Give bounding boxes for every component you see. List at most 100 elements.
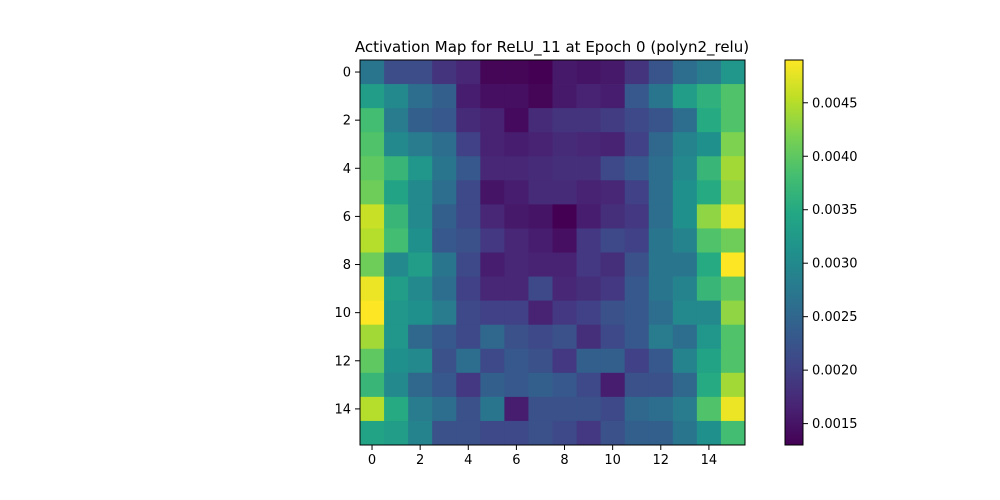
heatmap-cell: [552, 228, 577, 253]
chart-title: Activation Map for ReLU_11 at Epoch 0 (p…: [355, 38, 749, 57]
heatmap-cell: [720, 60, 746, 85]
heatmap-cell: [480, 156, 505, 181]
heatmap-cell: [696, 156, 722, 181]
y-tick-label: 6: [343, 210, 351, 225]
heatmap-cell: [504, 156, 529, 181]
heatmap-cell: [408, 132, 433, 157]
heatmap-cell: [384, 300, 409, 326]
y-tick-label: 2: [343, 114, 351, 129]
heatmap-cell: [600, 228, 626, 253]
heatmap-cell: [360, 300, 385, 326]
heatmap-cell: [528, 180, 553, 205]
heatmap-cell: [720, 132, 746, 157]
heatmap-cell: [720, 300, 746, 326]
heatmap-cell: [624, 252, 650, 277]
heatmap-cell: [576, 132, 602, 157]
heatmap-cell: [672, 300, 698, 326]
heatmap-cell: [672, 132, 698, 157]
x-tick-label: 0: [368, 453, 376, 468]
heatmap-cell: [624, 372, 650, 398]
heatmap-cell: [432, 300, 457, 326]
heatmap-cell: [504, 228, 529, 253]
heatmap-cell: [576, 84, 602, 109]
heatmap-cell: [408, 324, 433, 350]
heatmap-cell: [456, 228, 481, 253]
heatmap-cell: [552, 60, 577, 85]
heatmap-cell: [360, 180, 385, 205]
heatmap-cell: [624, 300, 650, 326]
x-axis: 0 2 4 6 8 10 12 14: [368, 445, 717, 468]
heatmap-cell: [552, 156, 577, 181]
heatmap-cell: [720, 348, 746, 374]
heatmap-cell: [528, 324, 553, 350]
heatmap-cell: [504, 324, 529, 350]
heatmap-cell: [480, 324, 505, 350]
x-tick-label: 4: [464, 453, 472, 468]
heatmap-cell: [696, 132, 722, 157]
heatmap-cell: [408, 396, 433, 422]
heatmap-cell: [648, 204, 674, 229]
heatmap-cell: [456, 300, 481, 326]
heatmap-cell: [600, 348, 626, 374]
heatmap-cell: [504, 60, 529, 85]
heatmap-cell: [432, 204, 457, 229]
heatmap-cell: [552, 420, 577, 446]
heatmap-cell: [408, 180, 433, 205]
heatmap-cell: [696, 84, 722, 109]
heatmap-cell: [648, 108, 674, 133]
heatmap-cell: [696, 396, 722, 422]
heatmap-cell: [600, 156, 626, 181]
heatmap-cell: [480, 252, 505, 277]
heatmap-cell: [648, 180, 674, 205]
heatmap-cells: [360, 60, 746, 446]
heatmap-cell: [408, 108, 433, 133]
heatmap-cell: [528, 108, 553, 133]
heatmap-cell: [528, 348, 553, 374]
heatmap-cell: [696, 420, 722, 446]
heatmap-cell: [672, 108, 698, 133]
heatmap-cell: [528, 204, 553, 229]
heatmap-cell: [528, 420, 553, 446]
heatmap-cell: [624, 324, 650, 350]
heatmap-cell: [360, 420, 385, 446]
heatmap-cell: [576, 156, 602, 181]
heatmap-cell: [624, 60, 650, 85]
colorbar-tick-label: 0.0045: [812, 96, 858, 111]
heatmap-cell: [504, 372, 529, 398]
heatmap-cell: [696, 276, 722, 302]
heatmap-cell: [600, 108, 626, 133]
heatmap-cell: [480, 132, 505, 157]
heatmap-cell: [480, 396, 505, 422]
colorbar-tick-label: 0.0015: [812, 417, 858, 432]
heatmap-cell: [384, 108, 409, 133]
x-tick-label: 8: [560, 453, 568, 468]
y-tick-label: 12: [334, 354, 351, 369]
heatmap-cell: [384, 372, 409, 398]
heatmap-cell: [504, 300, 529, 326]
y-tick-label: 0: [343, 66, 351, 81]
heatmap-cell: [360, 348, 385, 374]
heatmap-cell: [384, 252, 409, 277]
x-tick-label: 14: [701, 453, 718, 468]
heatmap-cell: [504, 276, 529, 302]
heatmap-cell: [360, 324, 385, 350]
heatmap-cell: [552, 324, 577, 350]
heatmap-cell: [384, 84, 409, 109]
heatmap-cell: [600, 420, 626, 446]
heatmap-cell: [360, 372, 385, 398]
heatmap-cell: [432, 252, 457, 277]
heatmap-cell: [648, 372, 674, 398]
heatmap-cell: [600, 252, 626, 277]
heatmap-cell: [648, 252, 674, 277]
heatmap-cell: [528, 84, 553, 109]
heatmap-cell: [648, 324, 674, 350]
heatmap-cell: [456, 180, 481, 205]
heatmap-cell: [480, 420, 505, 446]
heatmap-cell: [432, 60, 457, 85]
x-tick-label: 2: [416, 453, 424, 468]
heatmap-cell: [552, 132, 577, 157]
heatmap-cell: [624, 348, 650, 374]
heatmap-cell: [720, 420, 746, 446]
heatmap-cell: [624, 156, 650, 181]
heatmap-cell: [552, 252, 577, 277]
